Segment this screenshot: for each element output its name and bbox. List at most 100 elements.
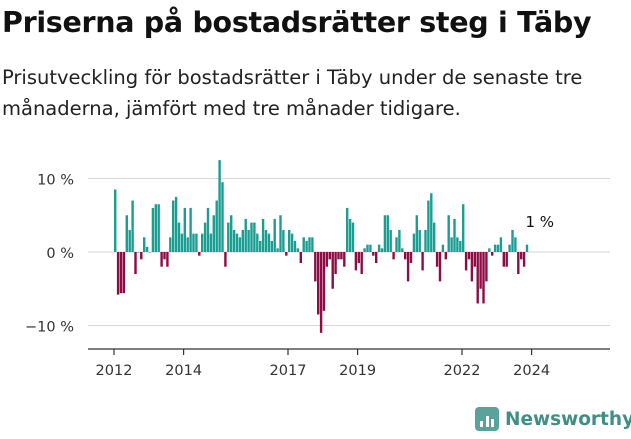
bar <box>125 215 128 252</box>
x-tick-label: 2024 <box>513 363 550 379</box>
bar <box>282 229 285 252</box>
bar <box>360 252 363 275</box>
bar <box>160 252 163 267</box>
bar <box>137 252 140 253</box>
newsworthy-logo-icon <box>475 407 499 431</box>
bar <box>215 200 218 252</box>
bar <box>520 252 523 260</box>
annotation-label: 1 % <box>525 213 554 231</box>
bar <box>305 240 308 252</box>
bar <box>430 193 433 252</box>
x-tick-label: 2019 <box>339 363 376 379</box>
bar <box>470 252 474 282</box>
bar <box>308 237 311 252</box>
y-tick-label: −10 % <box>25 320 74 336</box>
bar <box>293 240 297 252</box>
bar <box>259 240 262 252</box>
bar <box>482 252 485 304</box>
bar <box>230 215 233 252</box>
bar <box>209 233 213 253</box>
bar <box>166 252 169 267</box>
bar <box>218 160 221 253</box>
bar <box>433 222 436 252</box>
bar <box>154 204 157 252</box>
bar <box>404 252 407 260</box>
bar <box>328 252 331 260</box>
chart-subtitle: Prisutveckling för bostadsrätter i Täby … <box>2 66 583 120</box>
bar <box>235 233 239 253</box>
bar <box>340 252 343 260</box>
bar <box>525 244 529 252</box>
bar <box>517 252 520 275</box>
bar <box>198 252 201 256</box>
bar <box>238 237 242 252</box>
y-tick-label: 0 % <box>46 246 74 262</box>
bar <box>180 233 184 253</box>
brand-name: Newsworthy <box>505 408 631 430</box>
bar <box>502 252 505 267</box>
bar <box>392 252 395 260</box>
bar <box>317 252 320 315</box>
bar <box>421 252 424 271</box>
bar <box>151 207 155 252</box>
bar <box>438 252 442 282</box>
bar <box>288 229 291 252</box>
bar <box>522 252 526 267</box>
bar <box>221 182 224 253</box>
x-tick-label: 2017 <box>270 363 307 379</box>
bar <box>343 252 346 267</box>
bar <box>462 204 465 252</box>
bar <box>114 189 117 252</box>
bar <box>467 252 471 260</box>
bar <box>322 252 326 311</box>
bar <box>174 196 178 253</box>
y-tick-label: 10 % <box>37 173 74 189</box>
bar <box>354 252 358 271</box>
bar <box>241 229 244 252</box>
bar <box>395 237 398 252</box>
bar <box>366 244 369 252</box>
bar <box>337 252 340 260</box>
bars <box>114 160 529 333</box>
bar <box>250 222 253 252</box>
bar <box>270 240 273 252</box>
bar <box>488 248 491 252</box>
bar <box>169 237 172 252</box>
bar <box>290 233 294 253</box>
bar <box>195 233 198 253</box>
bar <box>447 215 450 252</box>
annotation: 1 % <box>525 213 554 231</box>
bar <box>212 215 215 252</box>
bar <box>256 233 259 253</box>
bar <box>267 233 271 253</box>
bar <box>351 222 355 252</box>
bar <box>302 237 305 252</box>
x-axis: 2012 2014 2017 2019 2022 2024 <box>88 348 610 379</box>
bar <box>285 252 288 256</box>
bar <box>143 237 146 252</box>
bar <box>253 222 256 252</box>
bar <box>459 240 462 252</box>
x-tick-label: 2022 <box>444 363 481 379</box>
bar <box>505 252 508 267</box>
bar <box>192 233 195 253</box>
bar <box>186 237 189 252</box>
bar <box>247 229 250 252</box>
bar <box>296 248 300 252</box>
bar <box>224 252 227 267</box>
bar <box>479 252 482 289</box>
x-tick-label: 2014 <box>165 363 202 379</box>
bar <box>331 252 334 289</box>
bar <box>189 207 192 252</box>
bar <box>493 244 497 252</box>
bar <box>363 248 366 252</box>
bar <box>386 215 389 252</box>
bar <box>232 229 236 252</box>
x-tick-label: 2012 <box>96 363 133 379</box>
bar <box>406 252 410 282</box>
bar <box>511 229 514 252</box>
bar <box>427 200 430 252</box>
bar <box>456 237 459 252</box>
bar <box>116 252 120 295</box>
